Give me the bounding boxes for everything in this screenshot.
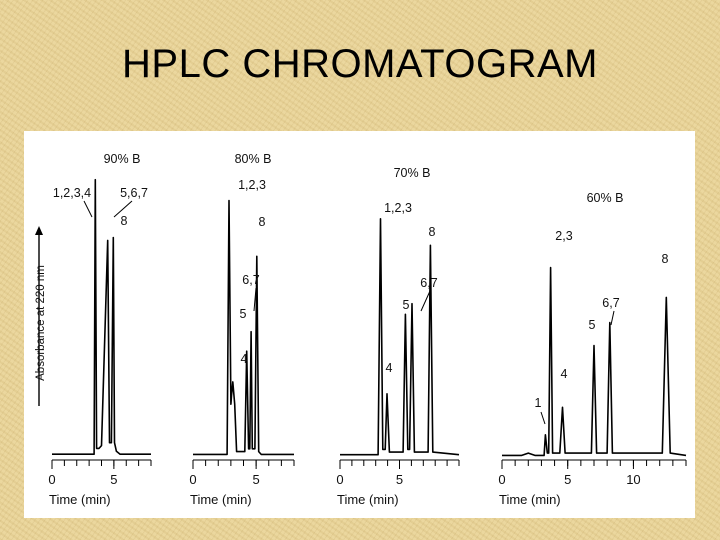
peak-label: 2,3 <box>555 229 572 243</box>
x-tick-label: 5 <box>253 472 260 487</box>
x-tick-label: 5 <box>110 472 117 487</box>
chromatogram-panel-4: 0 5 10 Time (min) 60% B 1 2,3 4 5 6,7 8 <box>498 191 687 507</box>
peak-label: 4 <box>561 367 568 381</box>
peak-label: 5 <box>403 298 410 312</box>
chromatogram-panel-1: 0 5 Time (min) 90% B 1,2,3,4 5,6,7 8 <box>48 152 152 507</box>
y-axis-arrow <box>35 226 43 406</box>
slide-title: HPLC CHROMATOGRAM <box>122 42 598 86</box>
x-tick-label: 5 <box>396 472 403 487</box>
peak-label: 8 <box>662 252 669 266</box>
peak-label: 5 <box>240 307 247 321</box>
peak-label: 5,6,7 <box>120 186 148 200</box>
x-tick-label: 10 <box>626 472 640 487</box>
mobile-phase-label: 70% B <box>394 166 431 180</box>
peak-label: 6,7 <box>602 296 619 310</box>
x-tick-label: 5 <box>564 472 571 487</box>
peak-leader-line <box>420 290 431 312</box>
chromatogram-trace <box>193 199 294 456</box>
peak-leader-line <box>610 310 615 326</box>
x-axis-label: Time (min) <box>337 492 399 507</box>
chromatogram-trace <box>52 178 151 456</box>
chromatogram-panel-3: 0 5 Time (min) 70% B 1,2,3 4 5 6,7 8 <box>336 166 460 507</box>
chromatogram-trace <box>340 218 460 456</box>
x-axis-label: Time (min) <box>49 492 111 507</box>
mobile-phase-label: 80% B <box>235 152 272 166</box>
mobile-phase-label: 60% B <box>587 191 624 205</box>
peak-label: 8 <box>259 215 266 229</box>
x-tick-label: 0 <box>336 472 343 487</box>
peak-label: 1,2,3 <box>238 178 266 192</box>
x-axis-label: Time (min) <box>190 492 252 507</box>
peak-label: 8 <box>121 214 128 228</box>
peak-label: 6,7 <box>420 276 437 290</box>
peak-label: 8 <box>429 225 436 239</box>
peak-label: 1,2,3 <box>384 201 412 215</box>
peak-leader-line <box>83 200 93 218</box>
x-axis-label: Time (min) <box>499 492 561 507</box>
y-axis-label: Absorbance at 220 nm <box>35 265 47 381</box>
peak-leader-line <box>113 200 133 218</box>
peak-label: 4 <box>386 361 393 375</box>
peak-label: 1 <box>535 396 542 410</box>
peak-leader-line <box>540 411 546 425</box>
peak-label: 4 <box>241 352 248 366</box>
peak-leader-line <box>253 287 257 312</box>
peak-label: 6,7 <box>242 273 259 287</box>
x-tick-label: 0 <box>189 472 196 487</box>
mobile-phase-label: 90% B <box>104 152 141 166</box>
chromatogram-trace <box>502 266 687 457</box>
x-tick-label: 0 <box>498 472 505 487</box>
x-tick-label: 0 <box>48 472 55 487</box>
peak-label: 1,2,3,4 <box>53 186 91 200</box>
chromatogram-figure: Absorbance at 220 nm 0 5 Time (min) 90% B 1,… <box>24 131 695 518</box>
peak-label: 5 <box>589 318 596 332</box>
